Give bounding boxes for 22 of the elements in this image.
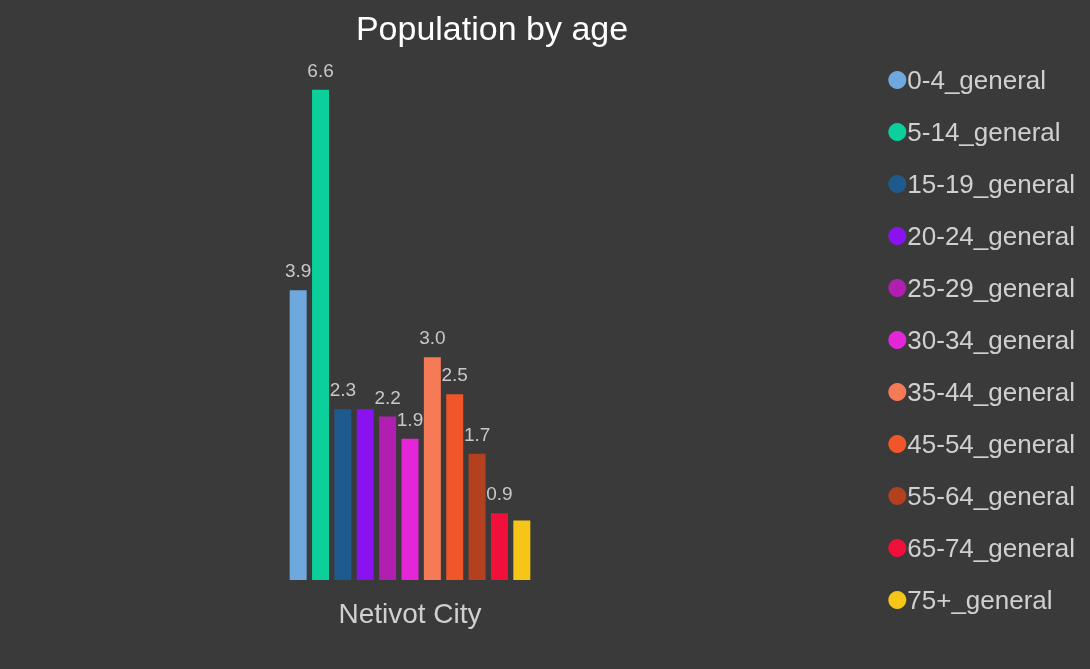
legend-label: 5-14_general <box>907 117 1061 147</box>
legend-label: 25-29_general <box>907 273 1076 303</box>
data-label: 1.9 <box>396 408 424 430</box>
data-label: 6.6 <box>307 59 334 81</box>
legend-label: 0-4_general <box>907 65 1047 95</box>
legend-label: 15-19_general <box>907 169 1076 199</box>
data-label: 1.7 <box>463 423 491 445</box>
legend-label: 75+_general <box>907 585 1053 615</box>
data-label: 2.3 <box>329 379 357 401</box>
data-label: 2.2 <box>374 386 401 408</box>
legend-label: 45-54_general <box>907 429 1076 459</box>
chart-title: Population by age <box>355 9 629 47</box>
data-label: 3.9 <box>284 260 312 282</box>
data-label: 0.9 <box>486 483 513 505</box>
x-axis-title: Netivot City <box>338 597 482 629</box>
legend-label: 65-74_general <box>907 533 1076 563</box>
legend-label: 55-64_general <box>907 481 1076 511</box>
legend-label: 35-44_general <box>907 377 1076 407</box>
data-label: 2.5 <box>441 364 468 386</box>
data-label: 3.0 <box>419 327 446 349</box>
legend-label: 30-34_general <box>907 325 1076 355</box>
legend-label: 20-24_general <box>907 221 1076 251</box>
